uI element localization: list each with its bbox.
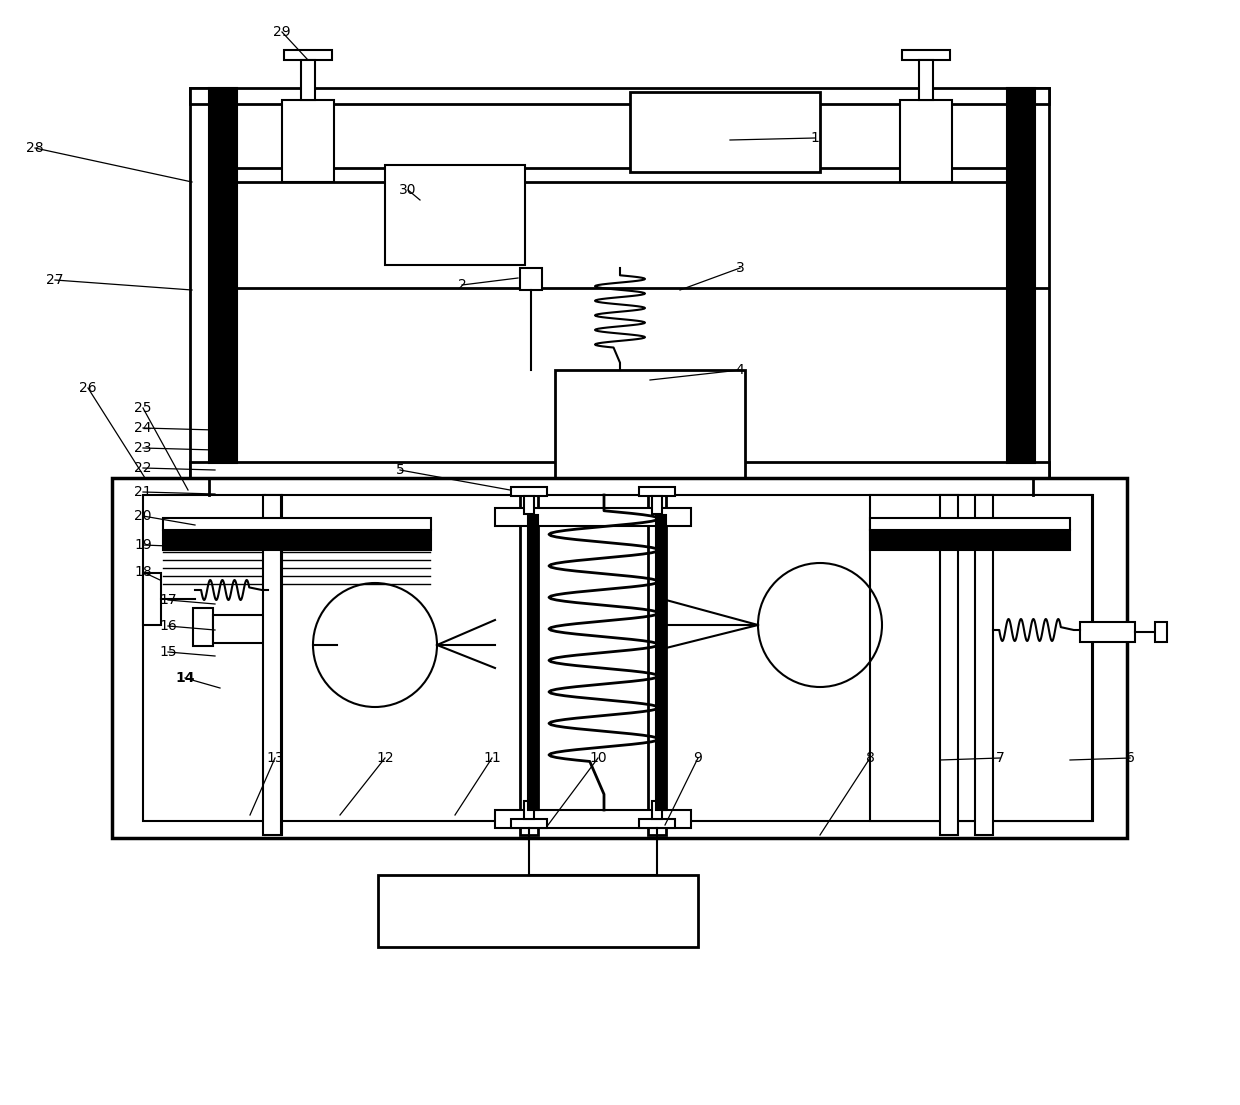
Text: 11: 11	[484, 751, 501, 765]
Text: 23: 23	[134, 441, 151, 455]
Text: 13: 13	[267, 751, 284, 765]
Text: 19: 19	[134, 538, 151, 552]
Bar	[193, 608, 213, 646]
Bar	[870, 518, 1070, 530]
Text: 1: 1	[811, 131, 820, 145]
Text: 29: 29	[273, 25, 291, 39]
Bar	[656, 515, 666, 810]
Text: 27: 27	[46, 273, 63, 287]
Bar	[162, 530, 432, 550]
Bar	[1080, 622, 1135, 642]
Text: 9: 9	[693, 751, 702, 765]
Bar	[210, 88, 237, 463]
Bar	[652, 496, 662, 514]
Bar	[112, 478, 1127, 838]
Bar	[525, 801, 534, 819]
Bar	[556, 370, 745, 478]
Bar	[511, 487, 547, 496]
Bar	[940, 495, 959, 835]
Text: 25: 25	[134, 401, 151, 415]
Bar	[495, 810, 691, 828]
Text: 8: 8	[866, 751, 874, 765]
Bar	[281, 99, 334, 182]
Bar	[525, 496, 534, 514]
Bar	[870, 530, 1070, 550]
Bar	[870, 495, 1092, 821]
Text: 22: 22	[134, 461, 151, 475]
Bar	[900, 99, 952, 182]
Text: 14: 14	[175, 671, 195, 685]
Bar	[901, 50, 950, 60]
Text: 24: 24	[134, 421, 151, 435]
Bar	[652, 801, 662, 819]
Bar	[384, 165, 525, 265]
Bar	[143, 495, 1092, 821]
Bar	[143, 573, 161, 625]
Text: 7: 7	[996, 751, 1004, 765]
Bar	[213, 615, 268, 643]
Bar	[975, 495, 993, 835]
Bar	[1154, 622, 1167, 642]
Text: 26: 26	[79, 381, 97, 394]
Bar	[495, 508, 691, 526]
Text: 16: 16	[159, 619, 177, 633]
Bar	[520, 495, 538, 835]
Bar	[649, 495, 666, 835]
Bar	[263, 495, 281, 835]
Bar	[190, 88, 1049, 104]
Bar	[378, 875, 698, 947]
Bar	[284, 50, 332, 60]
Bar	[301, 60, 315, 99]
Bar	[630, 92, 820, 172]
Bar	[528, 515, 538, 810]
Bar	[639, 487, 675, 496]
Text: 20: 20	[134, 509, 151, 523]
Text: 15: 15	[159, 645, 177, 659]
Text: 18: 18	[134, 565, 151, 579]
Bar	[639, 819, 675, 828]
Bar	[190, 462, 1049, 478]
Bar	[520, 269, 542, 290]
Bar	[162, 518, 432, 530]
Text: 4: 4	[735, 364, 744, 377]
Text: 10: 10	[589, 751, 606, 765]
Bar	[1027, 88, 1049, 478]
Text: 3: 3	[735, 261, 744, 275]
Text: 30: 30	[399, 183, 417, 197]
Bar	[190, 88, 212, 478]
Bar	[511, 819, 547, 828]
Bar	[212, 168, 1027, 182]
Text: 28: 28	[26, 141, 43, 155]
Bar	[919, 60, 932, 99]
Text: 5: 5	[396, 463, 404, 477]
Text: 17: 17	[159, 593, 177, 607]
Text: 21: 21	[134, 485, 151, 499]
Bar	[1007, 88, 1035, 463]
Text: 6: 6	[1126, 751, 1135, 765]
Text: 2: 2	[458, 278, 466, 292]
Text: 12: 12	[376, 751, 394, 765]
